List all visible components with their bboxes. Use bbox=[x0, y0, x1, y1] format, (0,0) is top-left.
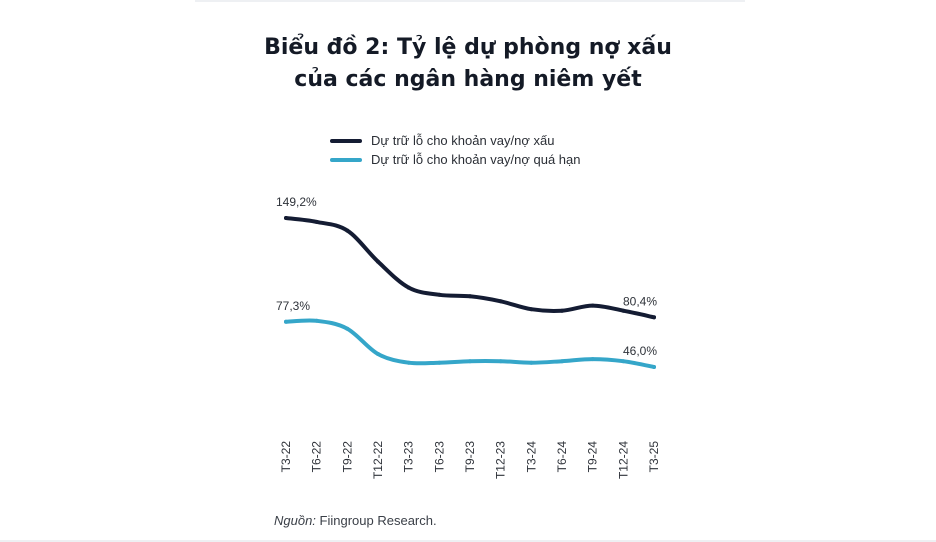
legend-swatch-overdue bbox=[330, 157, 362, 162]
x-tick-label-8: T3-24 bbox=[524, 441, 538, 473]
chart-legend: Dự trữ lỗ cho khoản vay/nợ xấu Dự trữ lỗ… bbox=[330, 131, 581, 169]
data-point-1-2 bbox=[345, 326, 350, 331]
chart-title: Biểu đồ 2: Tỷ lệ dự phòng nợ xấu của các… bbox=[0, 32, 936, 96]
legend-item-overdue: Dự trữ lỗ cho khoản vay/nợ quá hạn bbox=[330, 150, 581, 169]
x-tick-label-1: T6-22 bbox=[310, 441, 324, 473]
legend-swatch-npl bbox=[330, 138, 362, 143]
data-point-1-7 bbox=[498, 359, 503, 364]
x-tick-label-12: T3-25 bbox=[647, 441, 661, 473]
data-point-0-6 bbox=[468, 294, 472, 299]
x-tick-label-4: T3-23 bbox=[402, 441, 416, 473]
data-point-0-2 bbox=[345, 228, 350, 233]
data-point-0-9 bbox=[560, 308, 564, 313]
data-point-0-12 bbox=[652, 315, 656, 320]
data-point-1-8 bbox=[529, 360, 534, 365]
x-tick-label-7: T12-23 bbox=[494, 441, 508, 479]
data-point-1-4 bbox=[406, 360, 411, 365]
x-tick-label-9: T6-24 bbox=[555, 441, 569, 473]
legend-label-npl: Dự trữ lỗ cho khoản vay/nợ xấu bbox=[371, 133, 555, 148]
chart-title-line-1: Biểu đồ 2: Tỷ lệ dự phòng nợ xấu bbox=[264, 35, 672, 60]
data-point-1-10 bbox=[590, 357, 595, 362]
data-point-0-11 bbox=[621, 308, 626, 313]
data-point-1-3 bbox=[376, 352, 380, 356]
series-line-0 bbox=[284, 216, 656, 320]
chart-title-line-2: của các ngân hàng niêm yết bbox=[294, 67, 642, 92]
data-point-0-8 bbox=[529, 307, 534, 312]
data-label-0-1: 80,4% bbox=[623, 294, 657, 308]
data-point-0-7 bbox=[498, 299, 503, 304]
x-tick-label-2: T9-22 bbox=[340, 441, 354, 473]
x-tick-label-3: T12-22 bbox=[371, 441, 385, 479]
legend-label-overdue: Dự trữ lỗ cho khoản vay/nợ quá hạn bbox=[371, 152, 581, 167]
data-point-0-10 bbox=[590, 303, 595, 308]
source-note: Nguồn: Fiingroup Research. bbox=[274, 513, 437, 528]
data-point-1-6 bbox=[468, 359, 472, 364]
data-point-1-11 bbox=[621, 359, 626, 364]
data-point-1-5 bbox=[437, 360, 442, 365]
data-label-1-1: 46,0% bbox=[623, 344, 657, 358]
data-label-0-0: 149,2% bbox=[276, 195, 317, 209]
data-label-1-0: 77,3% bbox=[276, 299, 310, 313]
source-lead: Nguồn: bbox=[274, 513, 316, 528]
source-text: Fiingroup Research. bbox=[315, 513, 437, 528]
x-tick-label-5: T6-23 bbox=[432, 441, 446, 473]
x-tick-label-6: T9-23 bbox=[463, 441, 477, 473]
top-divider bbox=[195, 0, 745, 2]
data-point-0-1 bbox=[314, 219, 319, 224]
data-point-0-0 bbox=[284, 216, 288, 220]
data-point-1-1 bbox=[314, 318, 319, 323]
data-point-1-9 bbox=[560, 359, 564, 364]
data-point-1-12 bbox=[652, 365, 656, 369]
data-point-0-5 bbox=[437, 292, 442, 297]
bottom-divider bbox=[0, 540, 936, 542]
x-tick-label-10: T9-24 bbox=[586, 441, 600, 473]
data-point-0-3 bbox=[376, 259, 380, 264]
legend-item-npl: Dự trữ lỗ cho khoản vay/nợ xấu bbox=[330, 131, 581, 150]
x-tick-label-0: T3-22 bbox=[279, 441, 293, 473]
data-point-1-0 bbox=[284, 319, 288, 324]
x-tick-label-11: T12-24 bbox=[616, 441, 630, 479]
data-point-0-4 bbox=[406, 285, 411, 290]
